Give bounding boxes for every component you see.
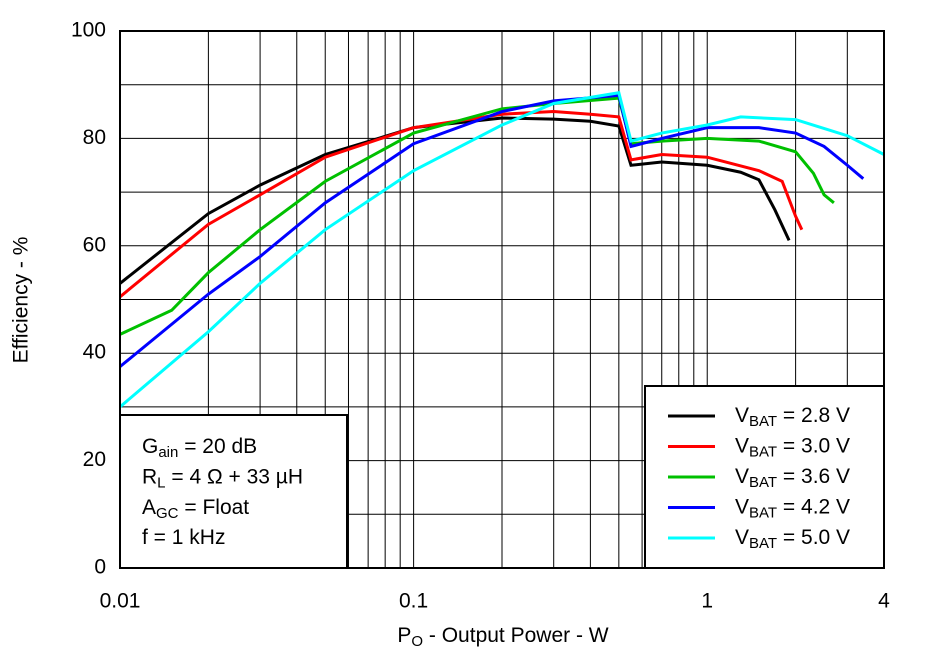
x-tick-label: 0.1 — [399, 590, 428, 613]
annotation-box — [119, 414, 348, 569]
annotation: AGC = Float — [142, 496, 249, 522]
data-line — [119, 116, 791, 285]
x-axis-label: PO - Output Power - W — [397, 624, 608, 650]
x-tick-label: 0.01 — [100, 590, 141, 613]
plot-border — [119, 30, 885, 569]
data-line — [119, 110, 804, 298]
y-tick-label: 80 — [83, 126, 106, 149]
legend-label: VBAT = 2.8 V — [735, 404, 850, 430]
y-tick-label: 0 — [94, 556, 106, 579]
y-axis-label: Efficiency - % — [10, 237, 33, 364]
annotation: Gain = 20 dB — [142, 435, 257, 461]
data-line — [119, 91, 885, 409]
annotation: f = 1 kHz — [142, 526, 225, 549]
annotation: RL = 4 Ω + 33 µH — [142, 465, 303, 491]
legend-label: VBAT = 3.0 V — [735, 434, 850, 460]
legend-label: VBAT = 3.6 V — [735, 465, 850, 491]
legend-label: VBAT = 4.2 V — [735, 495, 850, 521]
y-tick-label: 100 — [71, 19, 106, 42]
x-tick-label: 1 — [701, 590, 713, 613]
legend-label: VBAT = 5.0 V — [735, 526, 850, 552]
y-tick-label: 40 — [83, 341, 106, 364]
y-tick-label: 60 — [83, 233, 106, 256]
x-tick-label: 4 — [878, 590, 890, 613]
y-tick-label: 20 — [83, 448, 106, 471]
